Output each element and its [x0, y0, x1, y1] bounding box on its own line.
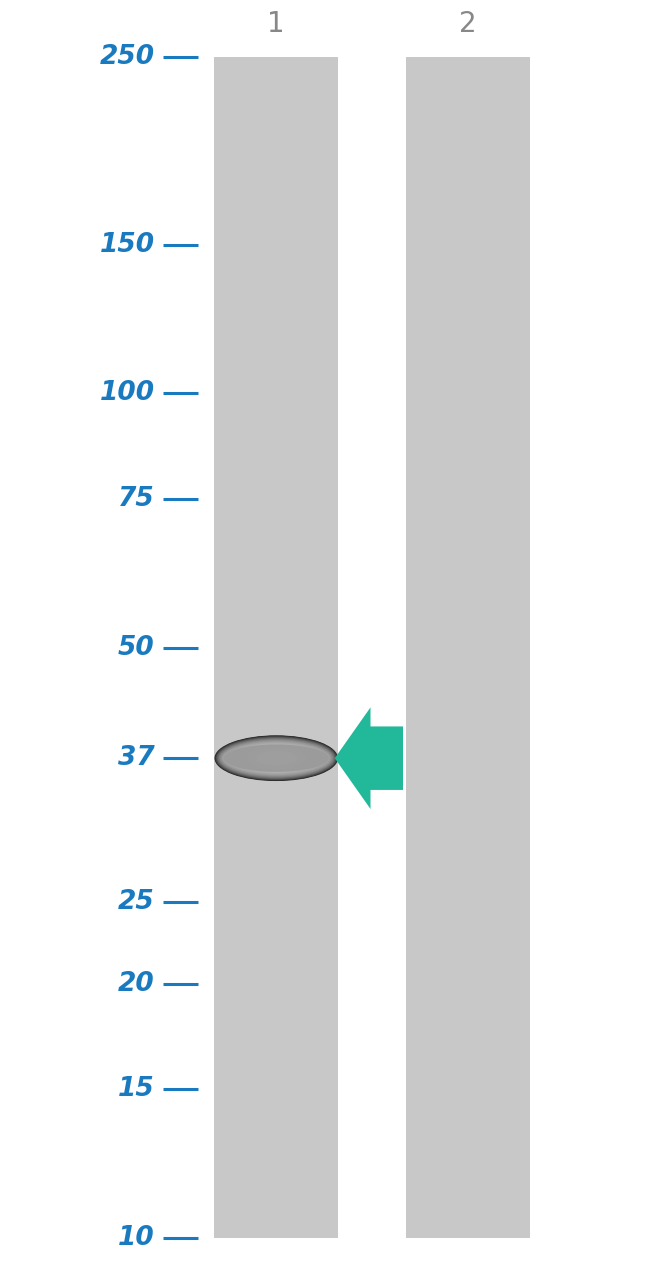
Ellipse shape [220, 738, 332, 779]
Ellipse shape [225, 739, 328, 777]
Text: 150: 150 [99, 231, 155, 258]
Ellipse shape [240, 744, 312, 771]
Ellipse shape [238, 744, 315, 772]
Ellipse shape [218, 737, 335, 780]
Text: 1: 1 [267, 10, 285, 38]
Ellipse shape [215, 735, 337, 781]
Ellipse shape [261, 752, 292, 763]
Ellipse shape [250, 748, 302, 767]
Ellipse shape [217, 738, 335, 779]
Ellipse shape [241, 745, 311, 771]
Text: 100: 100 [99, 380, 155, 406]
Ellipse shape [262, 753, 291, 763]
Ellipse shape [233, 742, 320, 775]
Ellipse shape [220, 737, 333, 779]
Ellipse shape [269, 756, 283, 761]
Ellipse shape [220, 740, 332, 776]
Ellipse shape [232, 742, 320, 775]
Ellipse shape [246, 747, 306, 770]
Bar [214, 57, 338, 1238]
Ellipse shape [223, 738, 330, 779]
Ellipse shape [218, 739, 335, 777]
Ellipse shape [216, 735, 337, 781]
Ellipse shape [246, 747, 307, 770]
Ellipse shape [257, 752, 294, 765]
Ellipse shape [252, 749, 301, 767]
Ellipse shape [263, 753, 290, 763]
Ellipse shape [273, 757, 280, 759]
Ellipse shape [215, 737, 337, 780]
Ellipse shape [272, 757, 280, 759]
Ellipse shape [222, 743, 330, 773]
Ellipse shape [234, 743, 318, 773]
Text: 50: 50 [118, 635, 155, 660]
Ellipse shape [231, 742, 322, 775]
Ellipse shape [274, 757, 278, 759]
Ellipse shape [265, 754, 287, 762]
Ellipse shape [218, 739, 334, 777]
Ellipse shape [222, 743, 331, 773]
Text: 75: 75 [118, 486, 155, 512]
Ellipse shape [224, 744, 329, 772]
Text: 10: 10 [118, 1226, 155, 1251]
Ellipse shape [255, 751, 297, 766]
Ellipse shape [220, 742, 332, 775]
Ellipse shape [260, 752, 292, 765]
Ellipse shape [221, 742, 332, 775]
Text: 25: 25 [118, 889, 155, 916]
Ellipse shape [224, 744, 329, 772]
Ellipse shape [242, 745, 310, 771]
Text: 20: 20 [118, 970, 155, 997]
Ellipse shape [266, 754, 287, 762]
Ellipse shape [228, 740, 324, 776]
Ellipse shape [257, 751, 296, 766]
Ellipse shape [214, 735, 338, 781]
Ellipse shape [220, 740, 333, 776]
Ellipse shape [259, 752, 294, 765]
Ellipse shape [227, 740, 326, 776]
Text: 2: 2 [459, 10, 477, 38]
Ellipse shape [244, 747, 308, 770]
Ellipse shape [229, 740, 324, 776]
Ellipse shape [271, 756, 281, 759]
Ellipse shape [224, 744, 329, 772]
Ellipse shape [230, 740, 322, 775]
Ellipse shape [222, 742, 331, 775]
Ellipse shape [250, 748, 303, 768]
Ellipse shape [253, 749, 300, 767]
Text: 37: 37 [118, 745, 155, 771]
Ellipse shape [239, 744, 313, 772]
Ellipse shape [248, 748, 304, 768]
Ellipse shape [243, 745, 309, 771]
Ellipse shape [270, 756, 282, 761]
Ellipse shape [248, 748, 305, 768]
Text: 15: 15 [118, 1077, 155, 1102]
Ellipse shape [224, 739, 329, 777]
Ellipse shape [236, 743, 317, 773]
Ellipse shape [216, 737, 336, 780]
Ellipse shape [267, 754, 285, 762]
Ellipse shape [237, 744, 315, 772]
Ellipse shape [268, 756, 285, 761]
Ellipse shape [216, 737, 337, 780]
Ellipse shape [217, 738, 335, 779]
Ellipse shape [218, 739, 334, 777]
Ellipse shape [219, 740, 333, 776]
Ellipse shape [235, 743, 317, 773]
Ellipse shape [216, 737, 336, 780]
Ellipse shape [264, 753, 289, 763]
Bar [406, 57, 530, 1238]
Polygon shape [335, 707, 403, 809]
Ellipse shape [222, 738, 331, 779]
Ellipse shape [255, 751, 298, 766]
Text: 250: 250 [99, 44, 155, 70]
Ellipse shape [218, 737, 334, 780]
Ellipse shape [254, 749, 299, 767]
Ellipse shape [223, 743, 330, 773]
Ellipse shape [226, 739, 327, 777]
